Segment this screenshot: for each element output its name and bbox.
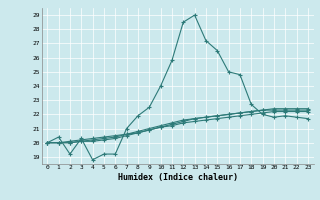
X-axis label: Humidex (Indice chaleur): Humidex (Indice chaleur) xyxy=(118,173,237,182)
